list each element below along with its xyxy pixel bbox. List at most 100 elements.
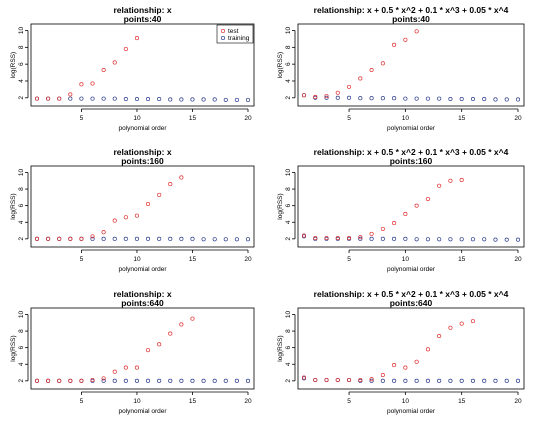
legend-label-test: test	[228, 28, 239, 35]
x-tick-label: 15	[458, 115, 466, 122]
training-point	[146, 236, 151, 241]
training-point	[201, 97, 206, 102]
training-point	[146, 97, 151, 102]
chart-subtitle: points:40	[392, 14, 430, 24]
test-point	[123, 365, 128, 370]
y-tick-label: 8	[18, 329, 25, 333]
y-tick-label: 4	[285, 362, 292, 366]
test-point	[90, 234, 95, 239]
test-point	[414, 203, 419, 208]
test-point	[324, 377, 329, 383]
training-point	[437, 96, 442, 101]
x-axis-label: polynomial order	[387, 125, 436, 132]
y-tick-label: 2	[18, 379, 25, 383]
test-point	[380, 61, 385, 66]
test-point	[425, 347, 430, 352]
y-tick-label: 10	[285, 310, 292, 318]
training-point	[403, 378, 408, 383]
test-point	[146, 348, 151, 353]
training-point	[212, 237, 217, 242]
x-tick-label: 15	[189, 115, 197, 122]
x-tick-label: 5	[80, 115, 84, 122]
y-tick-label: 6	[285, 62, 292, 66]
chart-subtitle: points:160	[121, 156, 164, 166]
test-point	[46, 236, 51, 241]
test-point	[414, 359, 419, 364]
test-point	[112, 218, 117, 223]
test-point	[79, 236, 84, 241]
training-point	[392, 378, 397, 383]
training-point	[168, 236, 173, 241]
test-point	[179, 175, 184, 180]
training-point	[358, 236, 363, 241]
y-tick-label: 2	[18, 237, 25, 241]
y-tick-label: 4	[285, 220, 292, 224]
training-point	[358, 96, 363, 101]
test-point	[380, 226, 385, 231]
training-point	[493, 237, 498, 242]
training-point	[459, 378, 464, 383]
training-point	[515, 378, 521, 383]
test-point	[324, 235, 329, 241]
training-point	[190, 97, 195, 102]
training-point	[90, 236, 95, 241]
training-point	[414, 378, 419, 383]
training-point	[392, 96, 397, 101]
training-point	[179, 97, 184, 102]
chart-subtitle: points:160	[390, 156, 433, 166]
chart-title: relationship: x + 0.5 * x^2 + 0.1 * x^3 …	[314, 289, 509, 299]
test-point	[101, 376, 106, 381]
training-point	[112, 236, 117, 241]
test-point	[335, 377, 340, 383]
plot-frame	[297, 307, 525, 390]
test-point	[335, 235, 340, 241]
y-tick-label: 10	[18, 168, 25, 176]
x-tick-label: 20	[244, 256, 252, 263]
training-point	[245, 97, 251, 102]
training-point	[414, 96, 419, 101]
training-point	[223, 97, 228, 102]
y-axis-label: log(RSS)	[10, 335, 17, 361]
x-tick-label: 15	[458, 256, 466, 263]
x-tick-label: 15	[189, 256, 197, 263]
training-point	[201, 237, 206, 242]
training-point	[335, 95, 340, 100]
y-tick-label: 6	[18, 345, 25, 349]
x-tick-label: 5	[347, 256, 351, 263]
test-point	[414, 29, 419, 34]
test-point	[403, 37, 408, 42]
plot-frame	[30, 165, 255, 248]
training-point	[448, 97, 453, 102]
training-point	[504, 378, 509, 383]
x-tick-label: 20	[244, 398, 252, 405]
training-point	[437, 378, 442, 383]
plot-frame	[30, 307, 255, 390]
training-point	[157, 97, 162, 102]
training-point	[347, 95, 352, 100]
chart-title: relationship: x + 0.5 * x^2 + 0.1 * x^3 …	[314, 5, 509, 15]
training-point	[101, 236, 106, 241]
training-point	[179, 378, 184, 383]
x-tick-label: 10	[402, 115, 410, 122]
training-point	[123, 236, 128, 241]
x-tick-label: 20	[514, 398, 522, 405]
test-point	[313, 94, 318, 100]
training-point	[223, 237, 228, 242]
y-tick-label: 10	[285, 168, 292, 176]
x-tick-label: 20	[514, 115, 522, 122]
test-point	[380, 372, 385, 378]
training-point	[123, 378, 128, 383]
test-point	[335, 90, 340, 95]
training-point	[369, 96, 374, 101]
test-point	[470, 319, 475, 324]
y-axis-label: log(RSS)	[277, 335, 284, 361]
test-point	[68, 378, 73, 383]
training-point	[101, 378, 106, 383]
training-point	[437, 237, 442, 242]
training-point	[123, 97, 128, 102]
x-tick-label: 10	[133, 398, 141, 405]
chart-title: relationship: x	[113, 147, 171, 157]
training-point	[493, 97, 498, 102]
y-tick-label: 8	[285, 187, 292, 191]
training-point	[157, 236, 162, 241]
